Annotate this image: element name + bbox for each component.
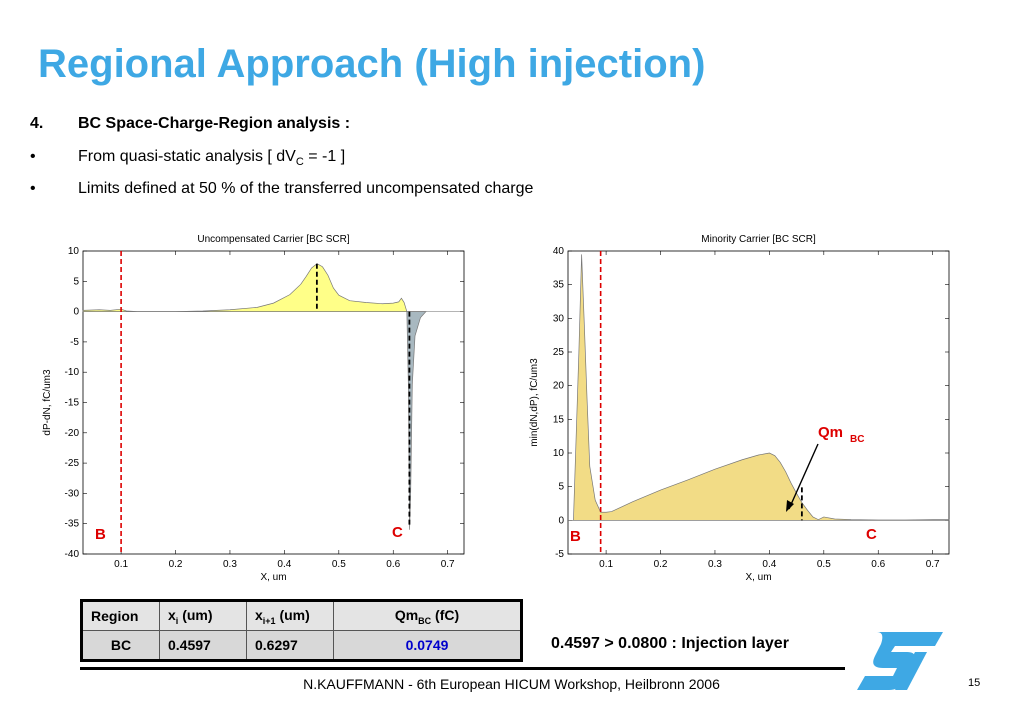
plot-frame: [82, 250, 465, 555]
header-sub: i: [175, 615, 179, 626]
table-cell: BC: [81, 630, 160, 661]
header-text: Region: [91, 608, 139, 624]
y-tick-label: 25: [553, 347, 565, 358]
qm-annotation: Qm: [818, 424, 843, 441]
x-tick-label: 0.1: [114, 559, 128, 570]
region-label-b: B: [570, 528, 581, 545]
results-table: Region xi (um) xi+1 (um) QmBC (fC) BC 0.…: [80, 599, 523, 662]
x-tick-label: 0.2: [654, 559, 668, 570]
table-header: QmBC (fC): [333, 600, 522, 631]
qm-arrow: [788, 443, 819, 510]
bullet-marker: •: [30, 148, 36, 165]
header-sub: BC: [418, 615, 432, 626]
x-tick-label: 0.6: [871, 559, 885, 570]
header-sub: i+1: [262, 615, 276, 626]
injection-note: 0.4597 > 0.0800 : Injection layer: [551, 635, 789, 652]
charts-canvas: Uncompensated Carrier [BC SCR] 10 5 0 -5 -10 -…: [42, 234, 950, 583]
y-tick-label: 15: [553, 414, 565, 425]
bullet-text: From quasi-static analysis [ dVC = -1 ]: [78, 148, 345, 168]
y-axis-label: min(dN,dP), fC/um3: [529, 358, 540, 447]
y-tick-label: 30: [553, 313, 565, 324]
table-header-row: Region xi (um) xi+1 (um) QmBC (fC): [81, 600, 522, 631]
bullet-text-sub: C: [295, 156, 304, 169]
x-tick-label: 0.3: [708, 559, 722, 570]
header-text: x: [168, 606, 176, 623]
st-logo-icon: [857, 632, 943, 690]
x-tick-label: 0.4: [762, 559, 776, 570]
y-tick-label: -15: [65, 398, 80, 409]
y-tick-label: -35: [65, 519, 80, 530]
x-tick-label: 0.1: [599, 559, 613, 570]
header-tail: (fC): [431, 606, 460, 623]
footer-divider: [80, 667, 845, 670]
y-tick-label: 10: [553, 448, 565, 459]
footer-text: N.KAUFFMANN - 6th European HICUM Worksho…: [303, 676, 720, 692]
table-header: xi (um): [159, 600, 247, 631]
y-tick-label: -10: [65, 367, 80, 378]
y-tick-label: -20: [65, 428, 80, 439]
y-tick-label: 0: [558, 515, 564, 526]
y-tick-label: 5: [558, 482, 564, 493]
header-text: x: [255, 606, 263, 623]
x-tick-label: 0.5: [817, 559, 831, 570]
y-tick-label: 5: [73, 276, 79, 287]
y-tick-label: 35: [553, 280, 565, 291]
table-cell: 0.6297: [246, 630, 334, 661]
chart-title: Uncompensated Carrier [BC SCR]: [197, 234, 349, 245]
series-area: [568, 254, 950, 521]
x-tick-label: 0.6: [386, 559, 400, 570]
y-tick-label: 10: [68, 246, 80, 257]
y-tick-label: -40: [65, 549, 80, 560]
x-tick-label: 0.3: [223, 559, 237, 570]
y-axis-label: dP-dN, fC/um3: [42, 369, 53, 436]
region-label-c: C: [866, 526, 877, 543]
x-axis-label: X, um: [745, 572, 771, 583]
bullet-text-main: From quasi-static analysis [ dV: [78, 148, 296, 165]
x-tick-label: 0.4: [277, 559, 291, 570]
section-number: 4.: [30, 115, 44, 132]
table-cell: 0.4597: [159, 630, 247, 661]
series-area: [406, 311, 427, 530]
y-tick-label: -30: [65, 488, 80, 499]
region-label-b: B: [95, 526, 106, 543]
qm-arrowhead: [786, 500, 794, 512]
x-tick-label: 0.7: [926, 559, 940, 570]
section-heading-text: BC Space-Charge-Region analysis :: [78, 115, 351, 132]
region-label-c: C: [392, 524, 403, 541]
bullet-text: Limits defined at 50 % of the transferre…: [78, 180, 534, 197]
y-tick-label: 40: [553, 246, 565, 257]
y-tick-label: -5: [555, 549, 564, 560]
y-tick-label: 0: [73, 307, 79, 318]
x-tick-label: 0.2: [169, 559, 183, 570]
bullet-text-tail: = -1 ]: [303, 148, 346, 165]
series-area: [82, 263, 408, 312]
header-tail: (um): [275, 606, 310, 623]
y-tick-label: -5: [70, 337, 79, 348]
qm-annotation-sub: BC: [850, 434, 864, 445]
x-tick-label: 0.5: [332, 559, 346, 570]
y-tick-label: 20: [553, 381, 565, 392]
header-tail: (um): [178, 606, 213, 623]
x-axis-label: X, um: [260, 572, 286, 583]
y-tick-label: -25: [65, 458, 80, 469]
slide-title: Regional Approach (High injection): [38, 42, 706, 86]
x-tick-label: 0.7: [441, 559, 455, 570]
table-header: xi+1 (um): [246, 600, 334, 631]
table-header: Region: [81, 600, 160, 631]
bullet-marker: •: [30, 180, 36, 197]
page-number: 15: [968, 677, 981, 689]
table-row: BC 0.4597 0.6297 0.0749: [81, 630, 522, 661]
chart-title: Minority Carrier [BC SCR]: [701, 234, 816, 245]
table-cell-highlight: 0.0749: [333, 630, 522, 661]
header-text: Qm: [394, 606, 419, 623]
